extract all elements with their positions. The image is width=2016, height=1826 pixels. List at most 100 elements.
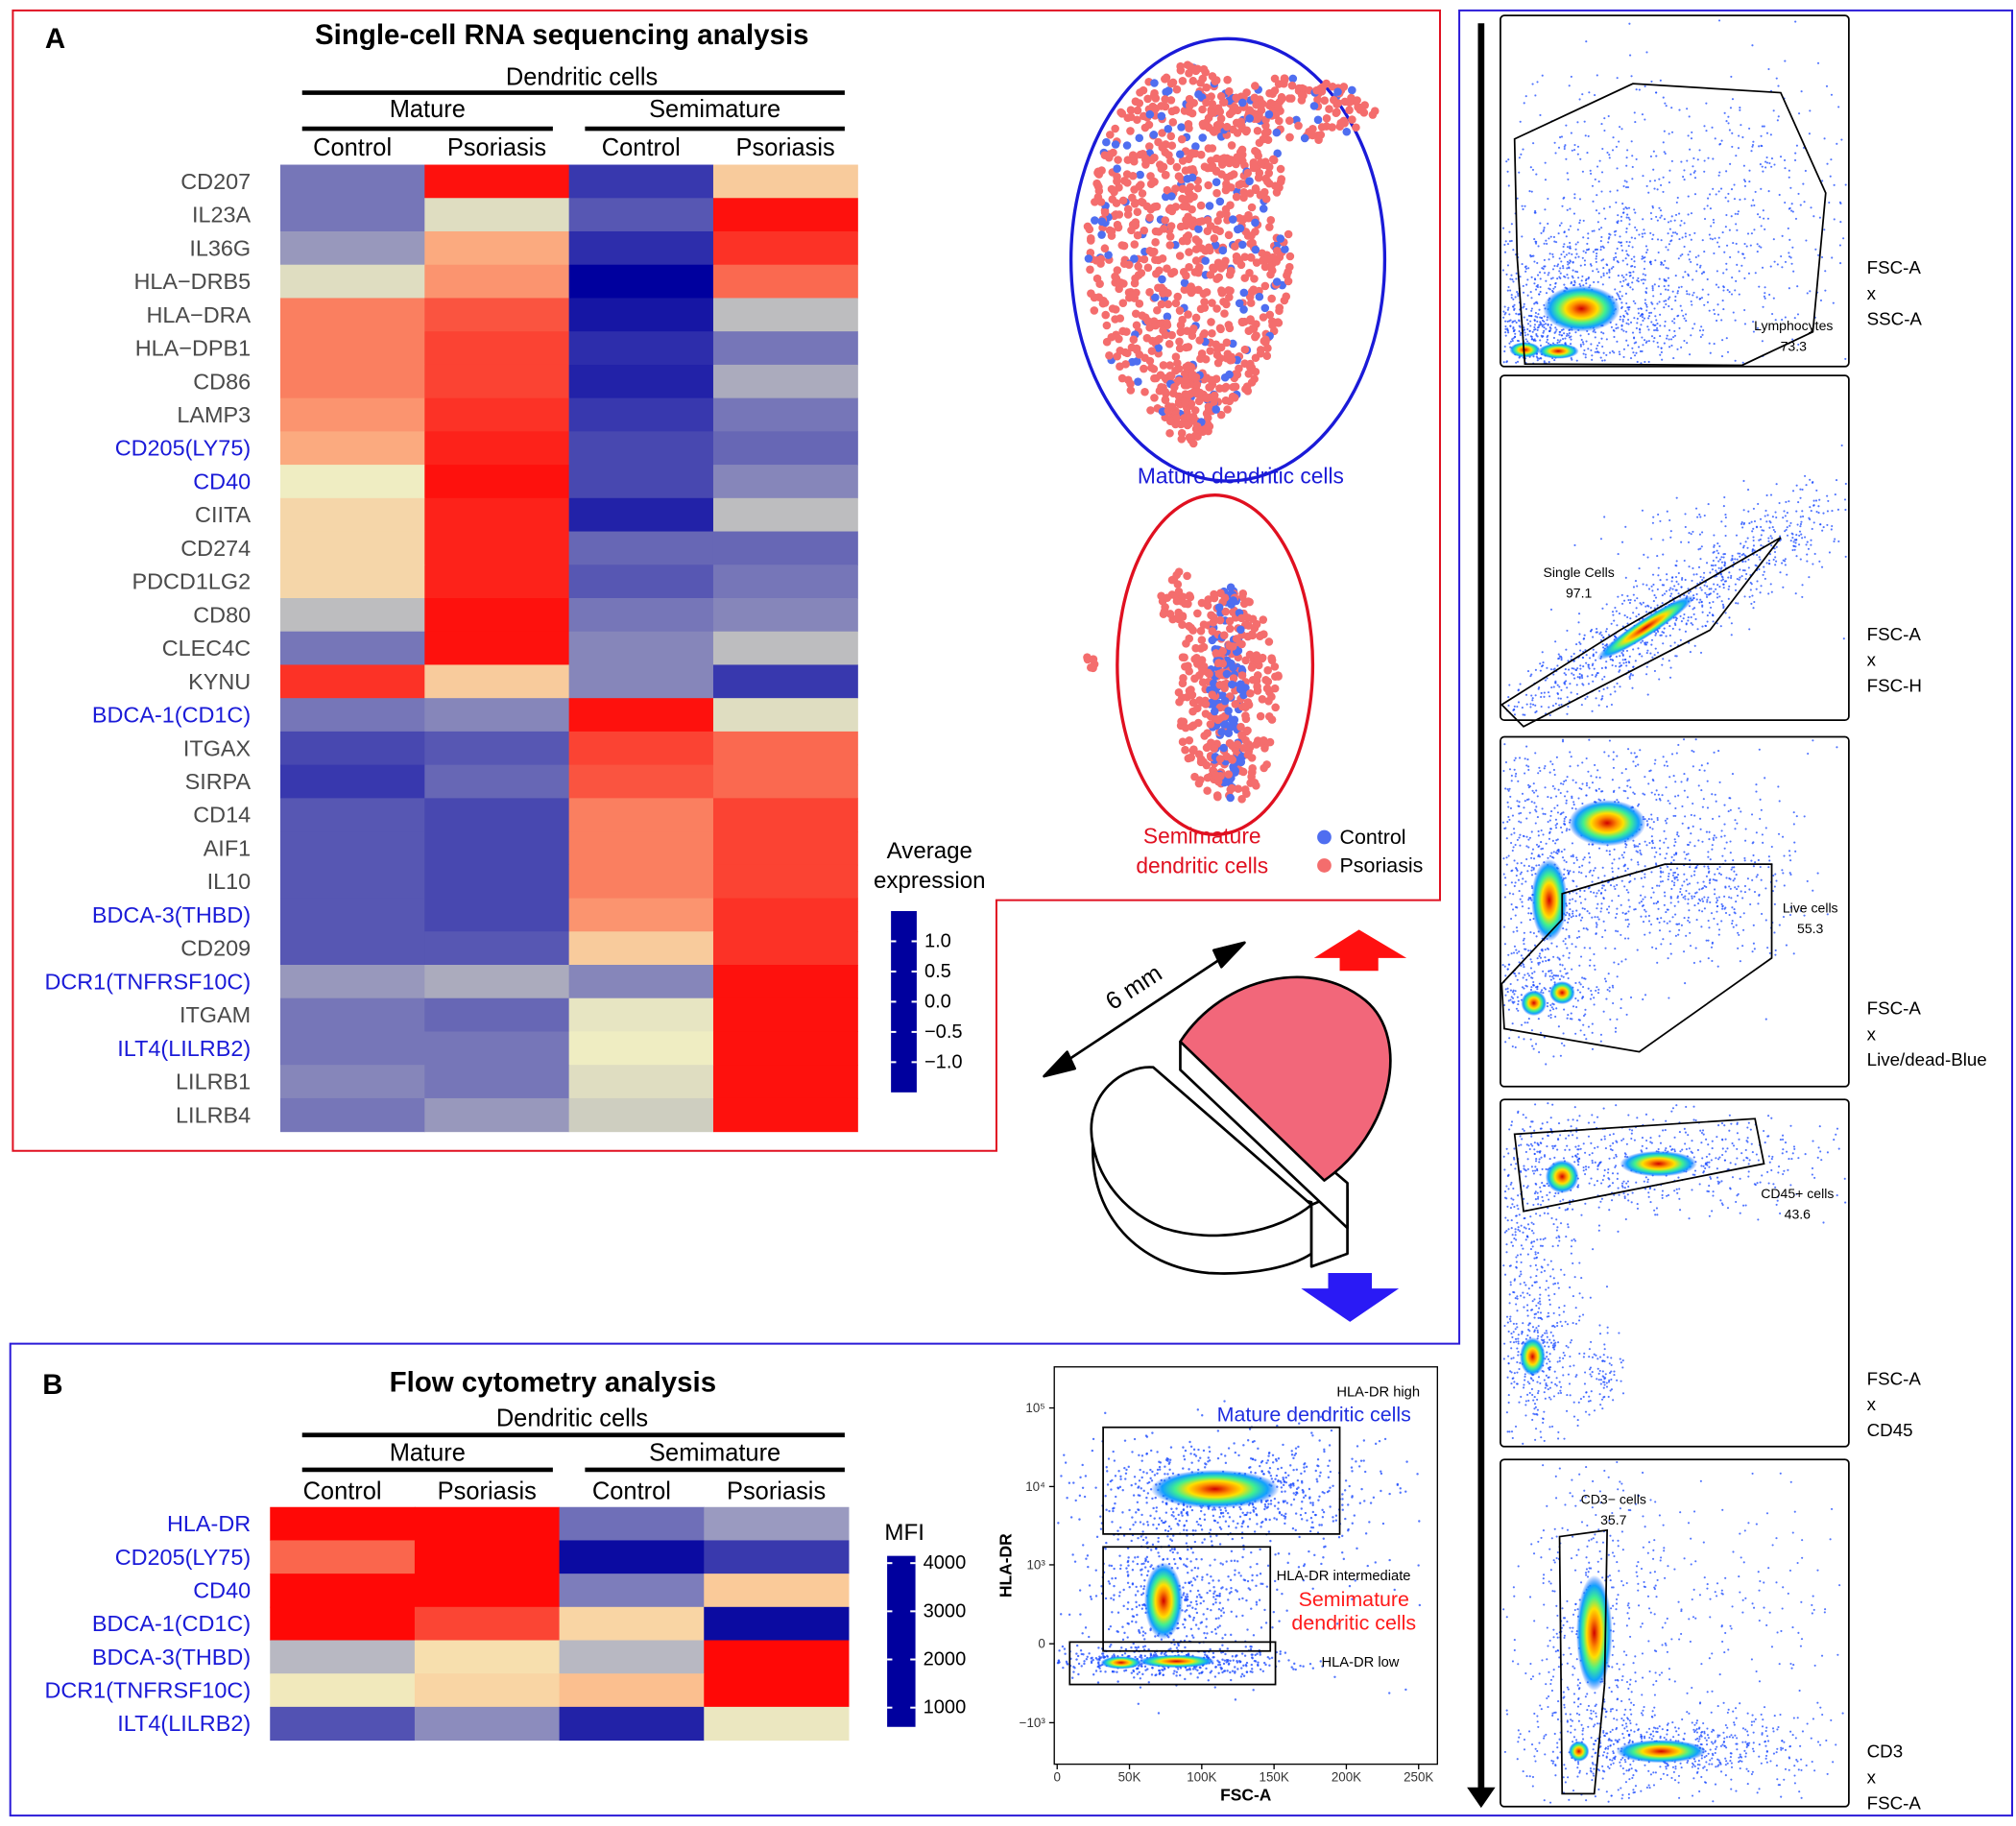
cell-point <box>1236 117 1246 127</box>
cell-point <box>1184 310 1192 319</box>
event-dot <box>1722 285 1725 288</box>
event-dot <box>1628 241 1631 244</box>
event-dot <box>1784 515 1787 517</box>
event-dot <box>1547 691 1550 694</box>
event-dot <box>1619 685 1621 688</box>
cell-point <box>1223 75 1232 84</box>
event-dot <box>1751 548 1755 551</box>
event-dot <box>1748 169 1751 172</box>
event-dot <box>1633 792 1636 796</box>
gate-label: Lymphocytes <box>1754 318 1833 333</box>
event-dot <box>1735 155 1738 157</box>
event-dot <box>1573 193 1576 196</box>
event-dot <box>1786 573 1788 576</box>
event-dot <box>1523 102 1525 105</box>
event-dot <box>1542 661 1545 664</box>
event-dot <box>1521 204 1524 207</box>
event-dot <box>1692 895 1696 898</box>
event-dot <box>1830 158 1833 161</box>
event-dot <box>1581 864 1584 867</box>
cell-point <box>1197 598 1207 608</box>
event-dot <box>1655 901 1658 905</box>
cell-point <box>1267 654 1276 662</box>
event-dot <box>1571 806 1573 810</box>
event-dot <box>1685 320 1688 323</box>
event-dot <box>1585 40 1588 43</box>
event-dot <box>1818 560 1821 563</box>
event-dot <box>1603 117 1606 120</box>
event-dot <box>1650 80 1653 83</box>
event-dot <box>1506 289 1509 292</box>
event-dot <box>1671 290 1674 293</box>
cell-point <box>1101 310 1111 320</box>
event-dot <box>1681 805 1684 808</box>
event-dot <box>1603 751 1606 754</box>
event-dot <box>1647 317 1650 320</box>
event-dot <box>1546 666 1548 669</box>
cell-point <box>1242 88 1251 97</box>
event-dot <box>1686 159 1689 162</box>
cell-point <box>1272 128 1282 137</box>
cell-point <box>1135 133 1144 143</box>
event-dot <box>1833 218 1836 221</box>
event-dot <box>1788 524 1791 527</box>
event-dot <box>1530 673 1533 676</box>
event-dot <box>1604 889 1607 892</box>
cell-point <box>1265 223 1274 231</box>
event-dot <box>1770 165 1773 168</box>
event-dot <box>1793 548 1796 551</box>
event-dot <box>1834 493 1836 496</box>
event-dot <box>1686 293 1689 296</box>
cell-point <box>1227 141 1236 150</box>
event-dot <box>1665 266 1668 270</box>
event-dot <box>1604 929 1607 932</box>
cell-point <box>1107 227 1116 236</box>
event-dot <box>1551 784 1554 788</box>
event-dot <box>1622 207 1625 210</box>
cell-point <box>1236 680 1245 688</box>
cell-point <box>1345 106 1354 114</box>
event-dot <box>1612 758 1615 761</box>
event-dot <box>1678 108 1681 111</box>
event-dot <box>1658 277 1661 280</box>
event-dot <box>1557 788 1560 791</box>
event-dot <box>1775 560 1778 563</box>
cell-point <box>1140 226 1149 235</box>
event-dot <box>1549 796 1552 800</box>
event-dot <box>1712 559 1715 563</box>
event-dot <box>1506 320 1509 323</box>
event-dot <box>1667 289 1669 292</box>
cell-point <box>1151 238 1160 247</box>
event-dot <box>1509 806 1512 810</box>
event-dot <box>1760 525 1763 529</box>
event-dot <box>1791 246 1794 249</box>
event-dot <box>1619 661 1621 664</box>
event-dot <box>1670 580 1673 583</box>
event-dot <box>1684 271 1687 274</box>
event-dot <box>1635 228 1638 231</box>
event-dot <box>1664 102 1667 105</box>
event-dot <box>1642 583 1644 586</box>
event-dot <box>1600 337 1603 340</box>
event-dot <box>1595 697 1597 700</box>
event-dot <box>1548 288 1551 291</box>
event-dot <box>1722 607 1725 610</box>
event-dot <box>1659 324 1662 327</box>
event-dot <box>1599 538 1603 541</box>
cell-point <box>1260 303 1270 313</box>
event-dot <box>1653 793 1656 796</box>
event-dot <box>1529 324 1532 327</box>
event-dot <box>1623 614 1626 617</box>
event-dot <box>1625 180 1628 183</box>
event-dot <box>1798 530 1802 533</box>
event-dot <box>1597 787 1600 790</box>
event-dot <box>1763 570 1765 573</box>
event-dot <box>1660 239 1663 242</box>
event-dot <box>1556 265 1559 268</box>
event-dot <box>1758 245 1761 248</box>
event-dot <box>1723 251 1726 253</box>
event-dot <box>1618 140 1620 143</box>
event-dot <box>1672 859 1675 862</box>
cell-point <box>1348 85 1356 95</box>
event-dot <box>1659 209 1663 212</box>
